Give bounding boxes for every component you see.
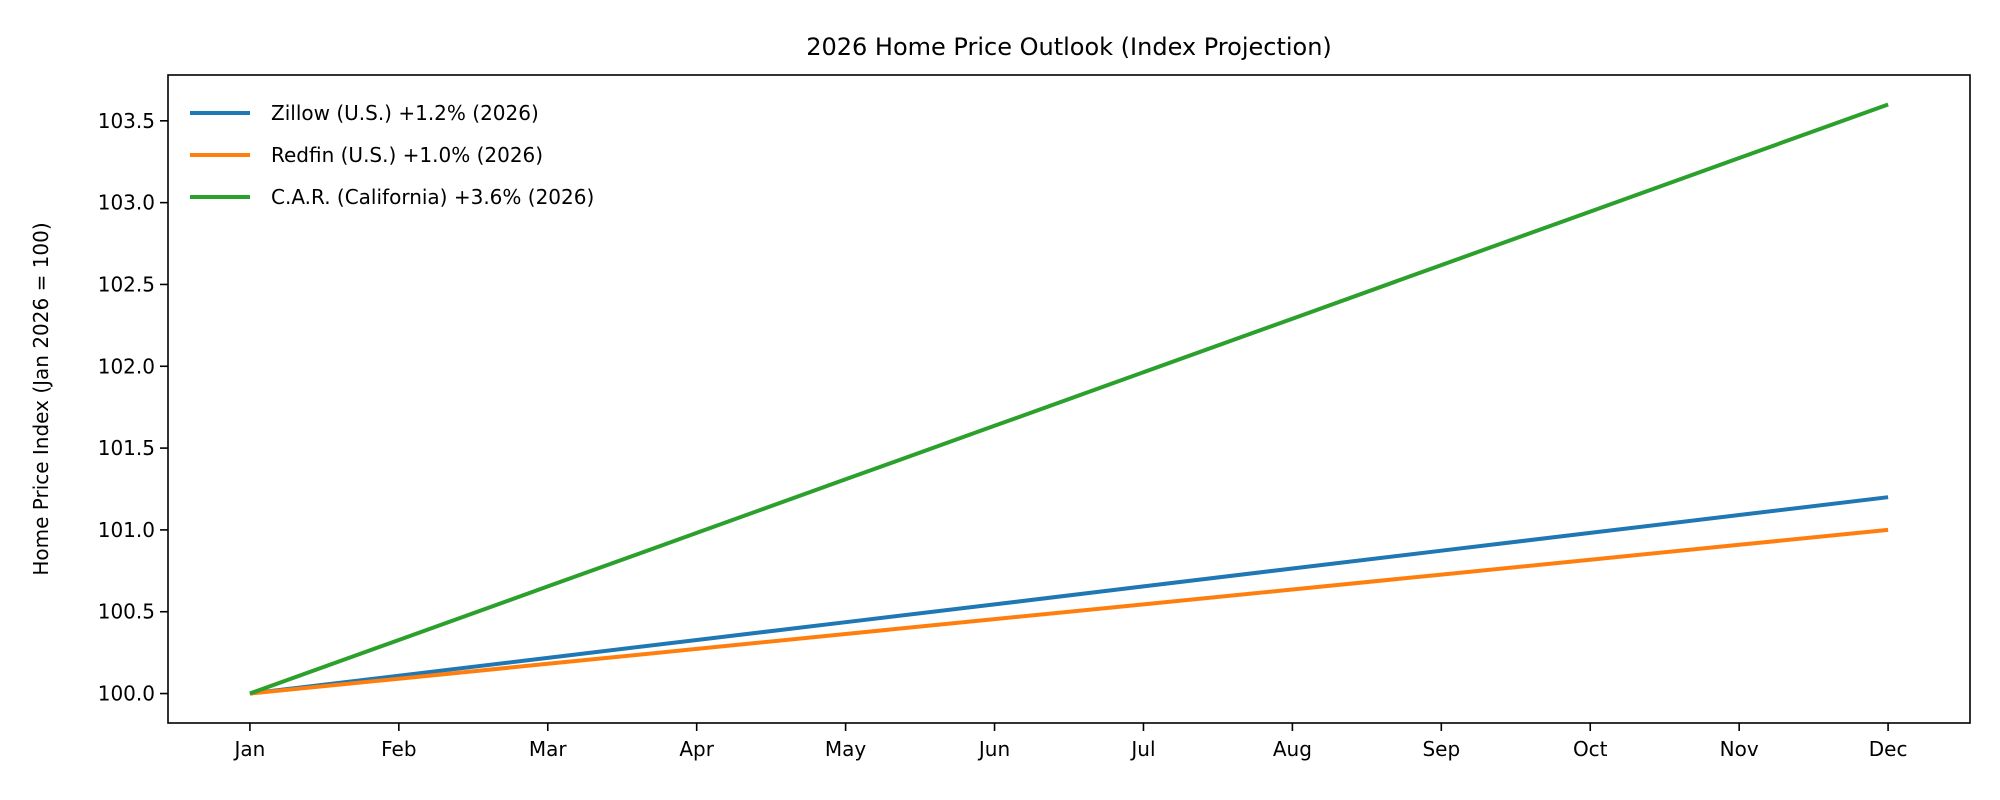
plot-frame xyxy=(167,74,1971,724)
y-tick-label: 103.5 xyxy=(98,109,155,133)
y-tick-label: 102.5 xyxy=(98,272,155,296)
x-tick-label: Nov xyxy=(1720,737,1759,761)
y-axis-label: Home Price Index (Jan 2026 = 100) xyxy=(29,222,53,575)
legend-label: Redfin (U.S.) +1.0% (2026) xyxy=(271,143,543,167)
x-tick-label: Aug xyxy=(1273,737,1312,761)
y-tick-label: 101.0 xyxy=(98,518,155,542)
series-line-1 xyxy=(249,527,1889,696)
x-tick-label: Apr xyxy=(679,737,714,761)
y-tick-label: 102.0 xyxy=(98,354,155,378)
x-tick-label: Sep xyxy=(1422,737,1460,761)
chart-title: 2026 Home Price Outlook (Index Projectio… xyxy=(806,33,1332,61)
x-tick-label: Oct xyxy=(1573,737,1608,761)
series-line-2 xyxy=(249,102,1889,696)
legend-label: Zillow (U.S.) +1.2% (2026) xyxy=(271,101,539,125)
x-tick-label: Mar xyxy=(529,737,568,761)
x-tick-label: Jun xyxy=(977,737,1010,761)
x-tick-label: May xyxy=(825,737,867,761)
x-tick-label: Dec xyxy=(1869,737,1908,761)
y-tick-label: 100.0 xyxy=(98,682,155,706)
series-line-0 xyxy=(249,495,1889,696)
x-tick-label: Jul xyxy=(1129,737,1155,761)
y-tick-label: 101.5 xyxy=(98,436,155,460)
y-tick-label: 103.0 xyxy=(98,191,155,215)
x-tick-label: Feb xyxy=(381,737,416,761)
legend: Zillow (U.S.) +1.2% (2026) Redfin (U.S.) … xyxy=(190,101,594,209)
legend-label: C.A.R. (California) +3.6% (2026) xyxy=(271,185,594,209)
x-tick-label: Jan xyxy=(232,737,265,761)
y-tick-label: 100.5 xyxy=(98,600,155,624)
